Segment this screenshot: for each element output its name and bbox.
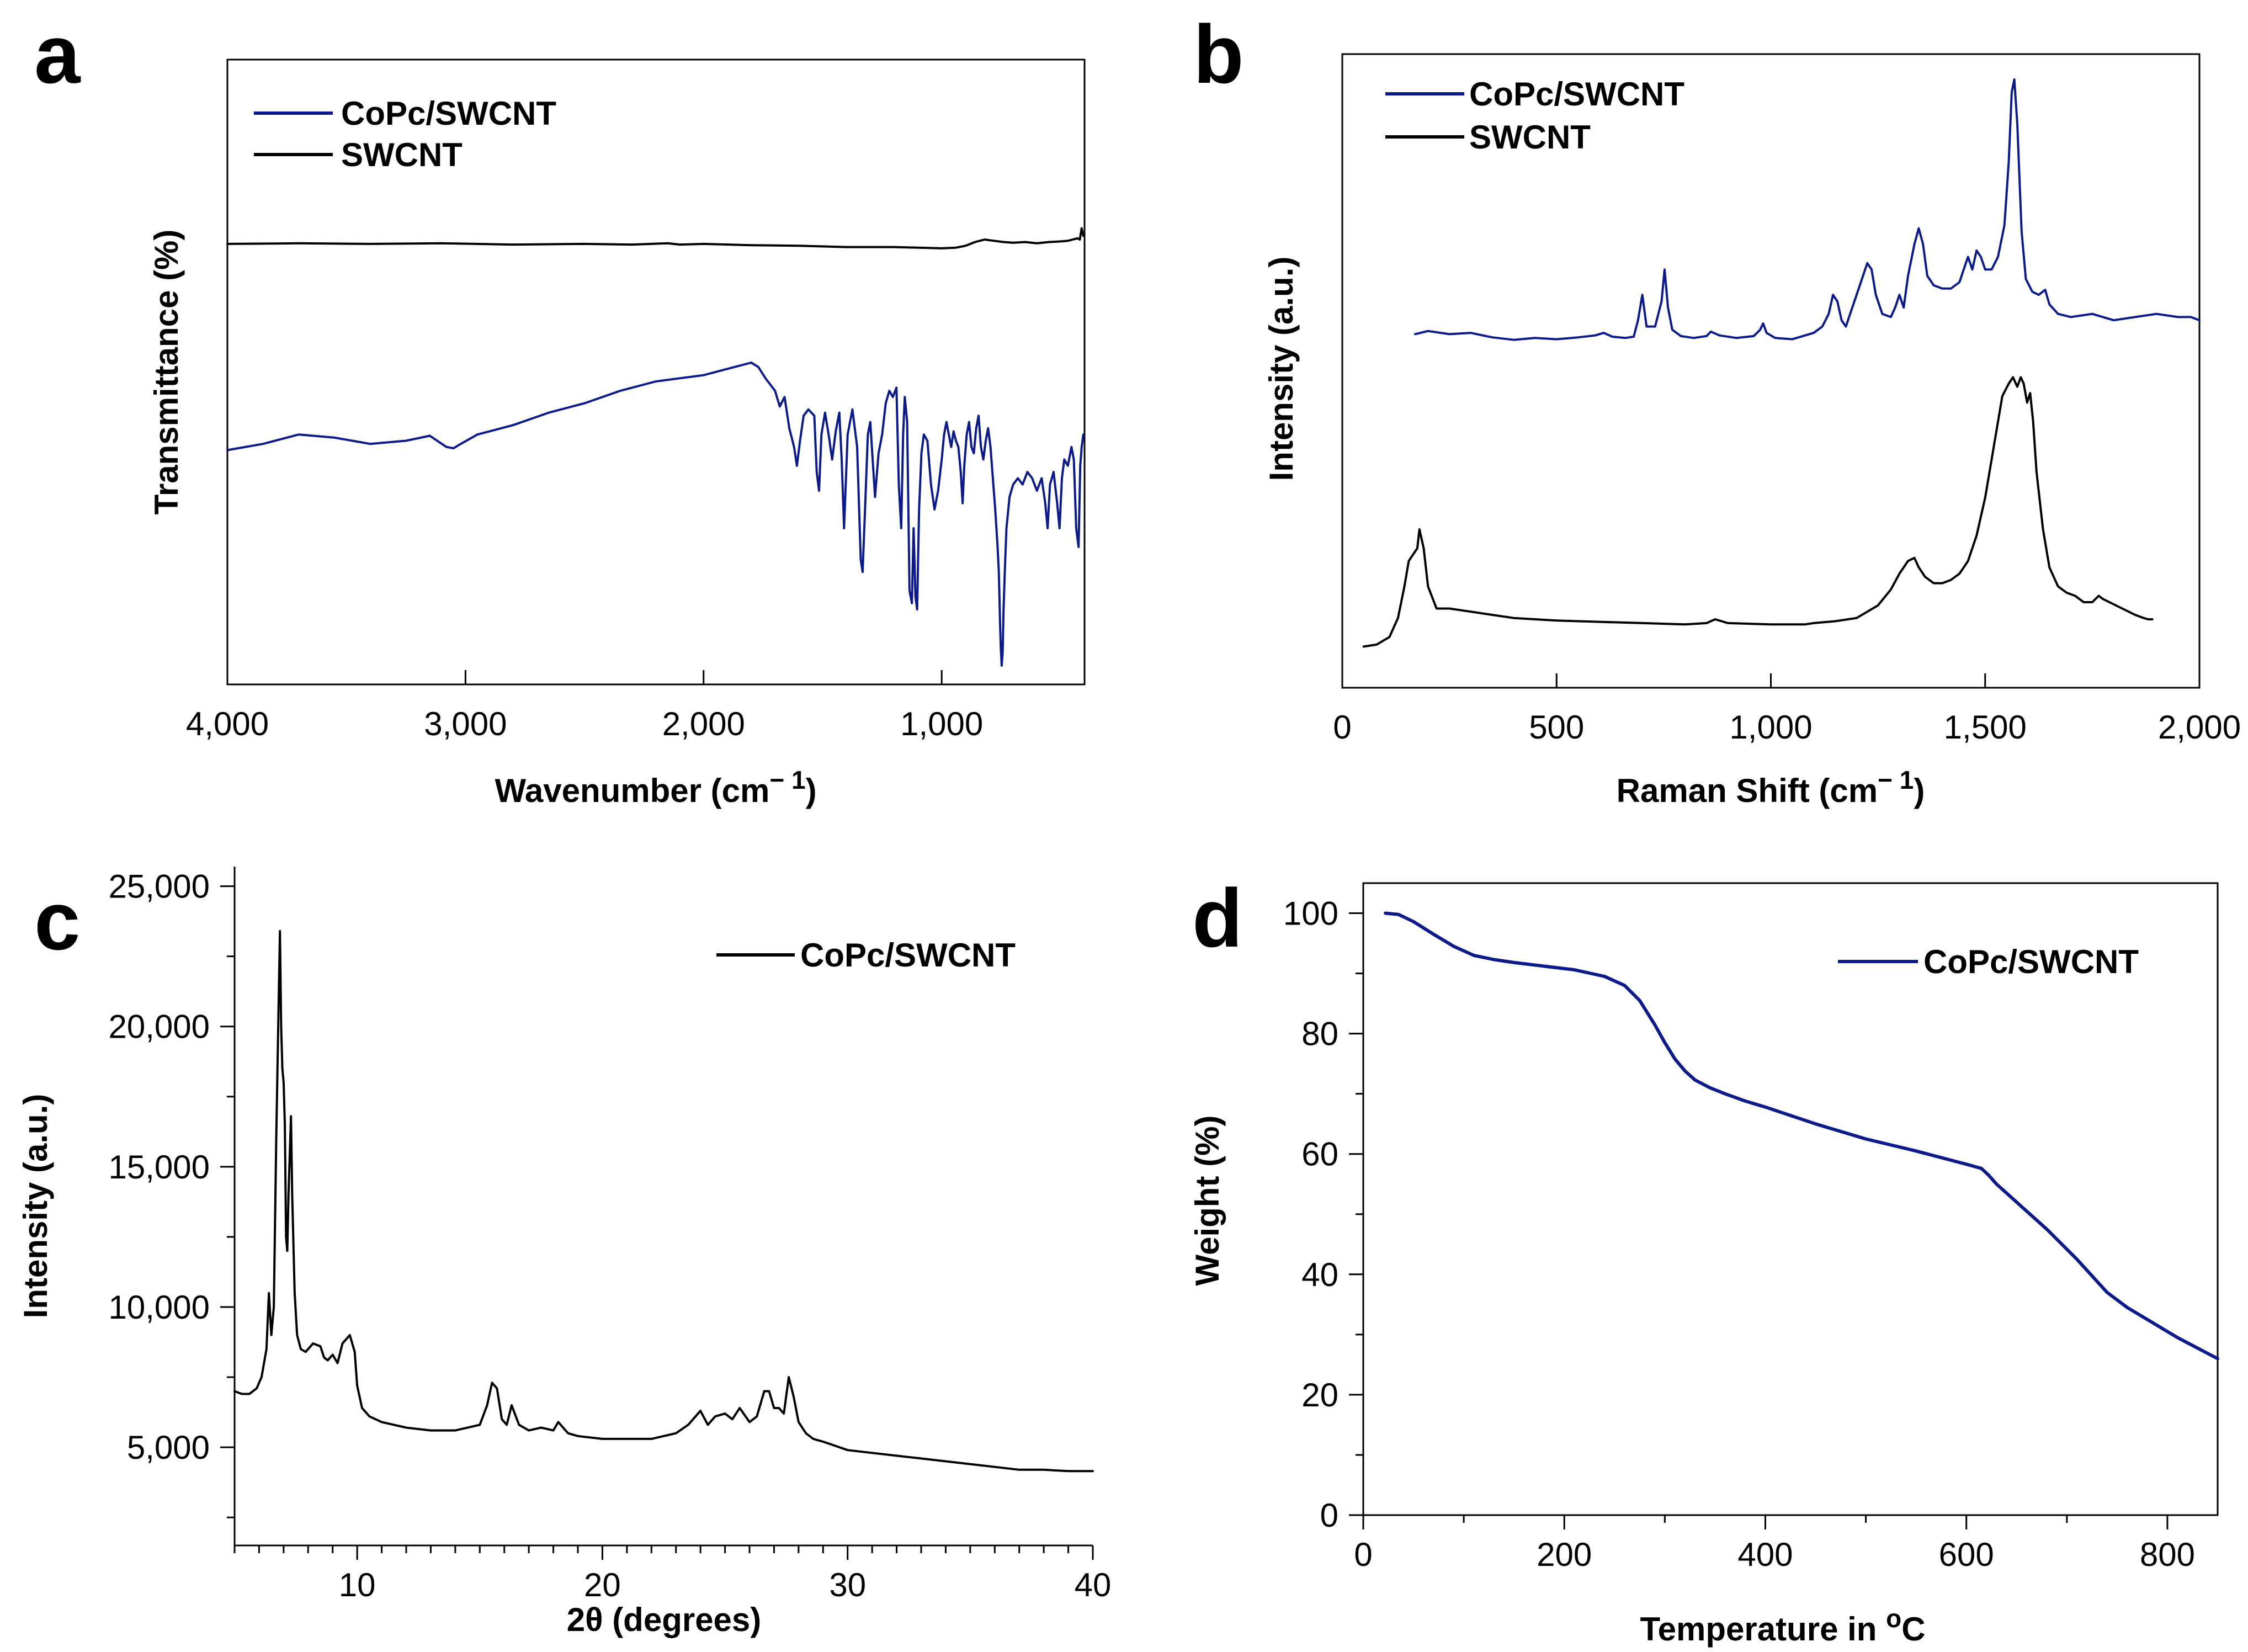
y-tick-label-d: 60 (1301, 1136, 1338, 1173)
legend-label-a-copc: CoPc/SWCNT (341, 95, 556, 132)
x-tick-label-a: 1,000 (900, 705, 983, 742)
y-tick-label-d: 20 (1301, 1377, 1338, 1414)
panel-b: b 0 500 1,000 1,500 2,000 Intensity (a.u.) R… (1193, 8, 2241, 809)
y-tick-label-c: 5,000 (127, 1429, 210, 1466)
legend-a: CoPc/SWCNT SWCNT (254, 95, 556, 173)
xticks-a: 4,000 3,000 2,000 1,000 (186, 670, 983, 742)
x-axis-title-b-sup: − 1 (1878, 766, 1914, 794)
y-tick-label-d: 0 (1320, 1497, 1338, 1534)
y-axis-title-b: Intensity (a.u.) (1263, 257, 1300, 481)
series-a (226, 227, 1085, 667)
legend-label-b-copc: CoPc/SWCNT (1469, 76, 1684, 113)
x-tick-label-a: 2,000 (662, 705, 745, 742)
x-axis-title-b-main: Raman Shift (cm (1617, 772, 1878, 809)
x-axis-title-a-end: ) (806, 772, 817, 809)
x-tick-label-c: 30 (829, 1566, 866, 1603)
x-tick-label-a: 4,000 (186, 705, 269, 742)
x-axis-title-d-end: C (1901, 1611, 1925, 1648)
y-axis-title-a: Transmittance (%) (148, 230, 185, 515)
x-tick-label-d: 200 (1537, 1536, 1592, 1573)
panel-label-b: b (1193, 8, 1244, 100)
y-tick-label-c: 25,000 (108, 868, 210, 905)
legend-c: CoPc/SWCNT (716, 937, 1016, 974)
y-axis-title-c: Intensity (a.u.) (17, 1094, 54, 1319)
y-tick-label-c: 15,000 (108, 1149, 210, 1186)
series-line-c-copc-swcnt (233, 929, 1094, 1473)
panel-label-c: c (34, 874, 80, 967)
y-tick-label-d: 100 (1283, 895, 1338, 932)
panel-label-a: a (34, 8, 81, 100)
legend-b: CoPc/SWCNT SWCNT (1385, 76, 1684, 156)
series-b (1362, 78, 2201, 648)
y-tick-label-d: 80 (1301, 1016, 1338, 1053)
series-line-d-copc-swcnt (1384, 911, 2219, 1361)
series-c (233, 929, 1094, 1473)
panel-label-d: d (1192, 872, 1243, 964)
panel-c: c 10 20 30 405,00010,00015,00020,00025,000 … (17, 867, 1111, 1638)
ticks-d: 0 200 400 600 800 0 20 40 60 80 100 (1283, 895, 2195, 1573)
x-axis-title-d: Temperature in oC (1640, 1604, 1925, 1648)
x-tick-label-c: 40 (1075, 1566, 1112, 1603)
x-axis-title-a-sup: − 1 (769, 766, 805, 794)
y-tick-label-c: 10,000 (108, 1289, 210, 1326)
series-d (1384, 911, 2219, 1361)
x-tick-label-d: 0 (1354, 1536, 1372, 1573)
series-line-a-swcnt (226, 227, 1085, 249)
x-axis-title-a-main: Wavenumber (cm (495, 772, 769, 809)
x-tick-label-b: 2,000 (2158, 709, 2241, 746)
legend-d: CoPc/SWCNT (1838, 943, 2139, 980)
y-tick-label-d: 40 (1301, 1256, 1338, 1293)
x-tick-label-d: 400 (1737, 1536, 1793, 1573)
x-axis-title-c: 2θ (degrees) (567, 1601, 762, 1638)
x-tick-label-c: 10 (339, 1566, 376, 1603)
x-tick-label-b: 0 (1333, 709, 1351, 746)
legend-label-d-copc: CoPc/SWCNT (1923, 943, 2139, 980)
x-axis-title-d-main: Temperature in (1640, 1611, 1886, 1648)
x-tick-label-d: 800 (2140, 1536, 2195, 1573)
x-axis-title-d-sup: o (1886, 1604, 1901, 1633)
x-axis-title-b-end: ) (1914, 772, 1925, 809)
x-tick-label-b: 1,000 (1729, 709, 1812, 746)
plot-frame-a (226, 59, 1086, 686)
x-tick-label-d: 600 (1939, 1536, 1994, 1573)
x-tick-label-b: 1,500 (1944, 709, 2027, 746)
x-tick-label-a: 3,000 (424, 705, 507, 742)
y-axis-title-d: Weight (%) (1189, 1116, 1226, 1286)
y-tick-label-c: 20,000 (108, 1008, 210, 1045)
series-line-b-copc-swcnt (1414, 78, 2201, 341)
series-line-b-swcnt (1362, 376, 2154, 648)
legend-label-b-swcnt: SWCNT (1469, 119, 1591, 156)
x-axis-title-b: Raman Shift (cm− 1) (1617, 766, 1925, 809)
panel-d: d 0 200 400 600 800 0 20 40 60 80 100 Weight (%) T… (1189, 872, 2219, 1648)
legend-label-a-swcnt: SWCNT (341, 136, 463, 173)
legend-label-c-copc: CoPc/SWCNT (800, 937, 1016, 974)
x-tick-label-c: 20 (584, 1566, 621, 1603)
x-axis-title-a: Wavenumber (cm− 1) (495, 766, 816, 809)
plot-frame-d (1362, 882, 2219, 1516)
x-tick-label-b: 500 (1529, 709, 1584, 746)
ticks-c: 10 20 30 40 5,000 10,000 15,000 20,000 25,000 (108, 868, 1111, 1603)
xticks-b: 0 500 1,000 1,500 2,000 (1333, 673, 2241, 746)
series-line-a-copc-swcnt (226, 362, 1085, 667)
panel-a: a 4,000 3,000 2,000 1,000 Transmittance (%)… (34, 8, 1086, 809)
